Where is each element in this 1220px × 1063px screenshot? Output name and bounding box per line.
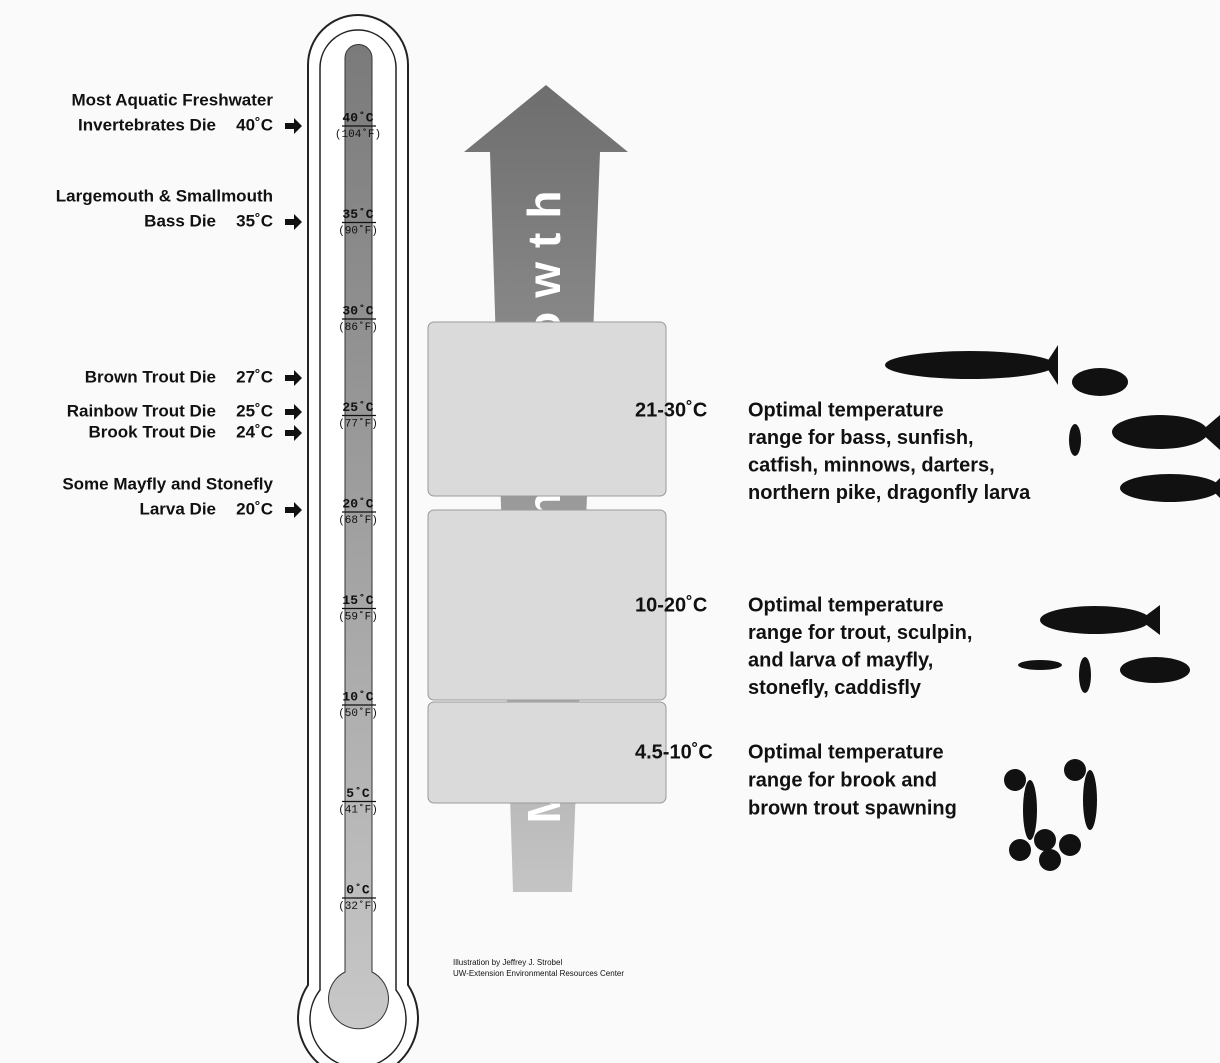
- range-label: 10-20˚C: [635, 593, 707, 616]
- fahrenheit-label: (59˚F): [338, 610, 378, 623]
- range-box: [427, 321, 667, 497]
- fahrenheit-label: (32˚F): [338, 900, 378, 913]
- range-label: 4.5-10˚C: [635, 740, 713, 763]
- fish-icons: [885, 345, 1220, 871]
- thermometer-inner-outline: [309, 29, 407, 1063]
- celsius-label: 25˚C: [342, 400, 373, 415]
- annotation-arrow: [285, 370, 302, 386]
- range-box: [427, 509, 667, 701]
- celsius-label: 10˚C: [342, 689, 373, 704]
- annotation-arrow: [285, 214, 302, 230]
- celsius-label: 15˚C: [342, 593, 373, 608]
- range-description: Optimal temperature: [748, 399, 944, 421]
- annotation-temp: 40˚C: [236, 115, 273, 134]
- celsius-label: 40˚C: [342, 110, 373, 125]
- annotation-text: Some Mayfly and Stonefly: [62, 474, 273, 493]
- annotation-arrow: [285, 425, 302, 441]
- annotation-temp: 27˚C: [236, 367, 273, 386]
- range-box: [427, 701, 667, 804]
- annotation-arrow: [285, 404, 302, 420]
- fahrenheit-label: (104˚F): [335, 128, 381, 141]
- annotation-text: Invertebrates Die: [78, 115, 216, 134]
- fahrenheit-label: (68˚F): [338, 514, 378, 527]
- range-description: and larva of mayfly,: [748, 649, 933, 671]
- annotation-arrow: [285, 502, 302, 518]
- fahrenheit-label: (86˚F): [338, 321, 378, 334]
- range-description: range for bass, sunfish,: [748, 427, 974, 449]
- range-description: brown trout spawning: [748, 797, 957, 819]
- fahrenheit-label: (41˚F): [338, 803, 378, 816]
- range-description: catfish, minnows, darters,: [748, 454, 995, 476]
- fahrenheit-label: (77˚F): [338, 417, 378, 430]
- annotation-temp: 20˚C: [236, 499, 273, 518]
- celsius-label: 0˚C: [346, 882, 370, 897]
- celsius-label: 20˚C: [342, 496, 373, 511]
- annotation-text: Brook Trout Die: [88, 422, 216, 441]
- range-label: 21-30˚C: [635, 398, 707, 421]
- range-description: Optimal temperature: [748, 741, 944, 763]
- annotation-temp: 24˚C: [236, 422, 273, 441]
- annotation-text: Larva Die: [139, 499, 216, 518]
- annotation-arrow: [285, 118, 302, 134]
- thermometer-tube: [328, 44, 389, 1030]
- range-description: range for brook and: [748, 769, 937, 791]
- annotation-text: Bass Die: [144, 211, 216, 230]
- range-description: Optimal temperature: [748, 594, 944, 616]
- credit: UW-Extension Environmental Resources Cen…: [453, 969, 624, 978]
- celsius-label: 35˚C: [342, 207, 373, 222]
- fahrenheit-label: (90˚F): [338, 224, 378, 237]
- annotation-temp: 25˚C: [236, 401, 273, 420]
- range-description: northern pike, dragonfly larva: [748, 482, 1031, 504]
- annotation-text: Brown Trout Die: [85, 367, 216, 386]
- annotation-text: Most Aquatic Freshwater: [71, 90, 273, 109]
- annotation-temp: 35˚C: [236, 211, 273, 230]
- celsius-label: 30˚C: [342, 303, 373, 318]
- annotation-text: Rainbow Trout Die: [67, 401, 216, 420]
- annotation-text: Largemouth & Smallmouth: [56, 186, 273, 205]
- celsius-label: 5˚C: [346, 786, 370, 801]
- fahrenheit-label: (50˚F): [338, 707, 378, 720]
- range-description: range for trout, sculpin,: [748, 622, 972, 644]
- credit: Illustration by Jeffrey J. Strobel: [453, 958, 562, 967]
- range-description: stonefly, caddisfly: [748, 677, 922, 699]
